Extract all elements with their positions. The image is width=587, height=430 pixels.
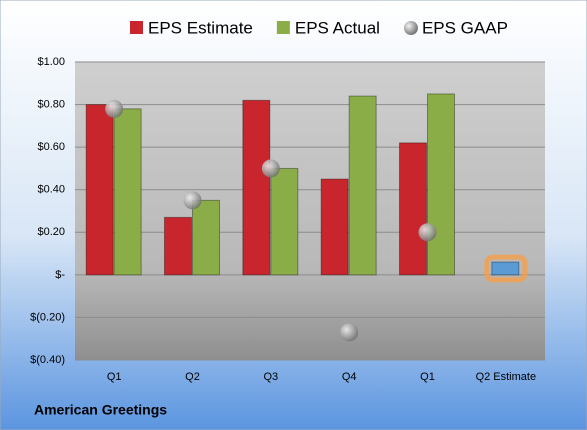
y-tick-label: $1.00	[37, 56, 65, 68]
x-tick-label: Q1	[107, 371, 122, 383]
legend-marker	[403, 21, 418, 35]
chart-title: American Greetings	[34, 402, 167, 418]
bar	[491, 261, 520, 276]
gaap-point	[183, 191, 202, 210]
bar	[164, 216, 192, 276]
x-tick-label: Q2	[185, 371, 200, 383]
legend-label: EPS Estimate	[148, 18, 253, 37]
bar	[348, 95, 377, 276]
y-tick-label: $0.20	[37, 226, 65, 238]
bar-glow	[484, 254, 528, 283]
x-tick-label: Q1	[420, 371, 435, 383]
gaap-point	[261, 159, 280, 178]
bar	[242, 99, 271, 276]
legend-marker	[130, 21, 143, 34]
gaap-point	[418, 223, 437, 242]
x-tick-label: Q4	[342, 371, 357, 383]
legend-marker	[276, 21, 290, 34]
y-tick-label: $0.40	[37, 184, 65, 196]
bar	[192, 199, 220, 276]
x-tick-label: Q2 Estimate	[476, 371, 537, 383]
y-tick-label: $-	[55, 269, 65, 281]
plot-area	[75, 62, 545, 360]
y-tick-label: $0.60	[37, 141, 65, 153]
gaap-point	[105, 99, 124, 118]
y-tick-label: $(0.20)	[30, 311, 65, 323]
y-tick-label: $0.80	[37, 98, 65, 110]
bar	[320, 178, 349, 276]
gaap-point	[340, 323, 359, 342]
y-tick-label: $(0.40)	[30, 354, 65, 366]
legend-label: EPS GAAP	[422, 18, 508, 37]
bar	[113, 108, 142, 276]
bar	[427, 93, 455, 276]
x-tick-label: Q3	[263, 371, 278, 383]
bar	[85, 104, 114, 276]
bar	[270, 167, 299, 276]
legend-label: EPS Actual	[295, 18, 380, 37]
bar	[399, 142, 427, 276]
